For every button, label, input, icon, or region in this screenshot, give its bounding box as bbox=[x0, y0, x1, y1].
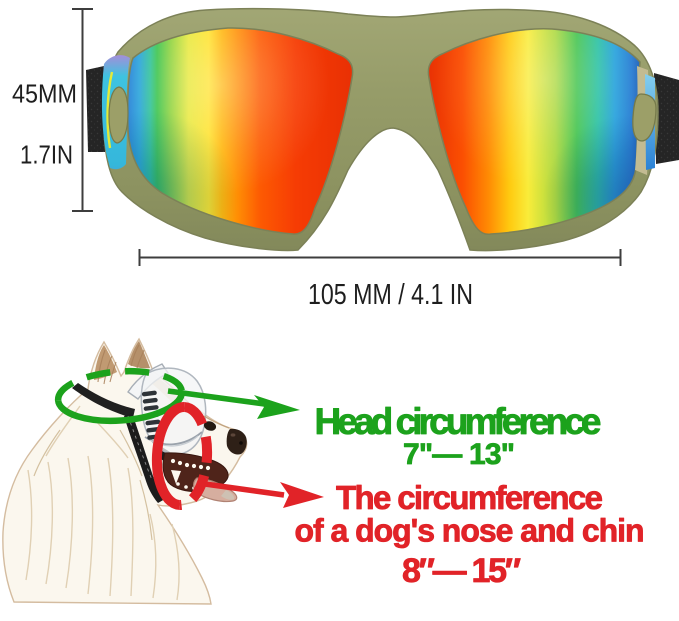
svg-text:45MM: 45MM bbox=[12, 81, 77, 109]
svg-text:7"— 13": 7"— 13" bbox=[403, 438, 515, 471]
svg-text:Head circumference: Head circumference bbox=[315, 401, 602, 442]
svg-text:The circumference: The circumference bbox=[336, 479, 603, 516]
svg-text:of a dog's nose and chin: of a dog's nose and chin bbox=[295, 513, 645, 549]
svg-text:8″— 15″: 8″— 15″ bbox=[402, 552, 521, 590]
svg-text:105 MM / 4.1 IN: 105 MM / 4.1 IN bbox=[308, 279, 473, 311]
svg-text:1.7IN: 1.7IN bbox=[20, 142, 73, 170]
